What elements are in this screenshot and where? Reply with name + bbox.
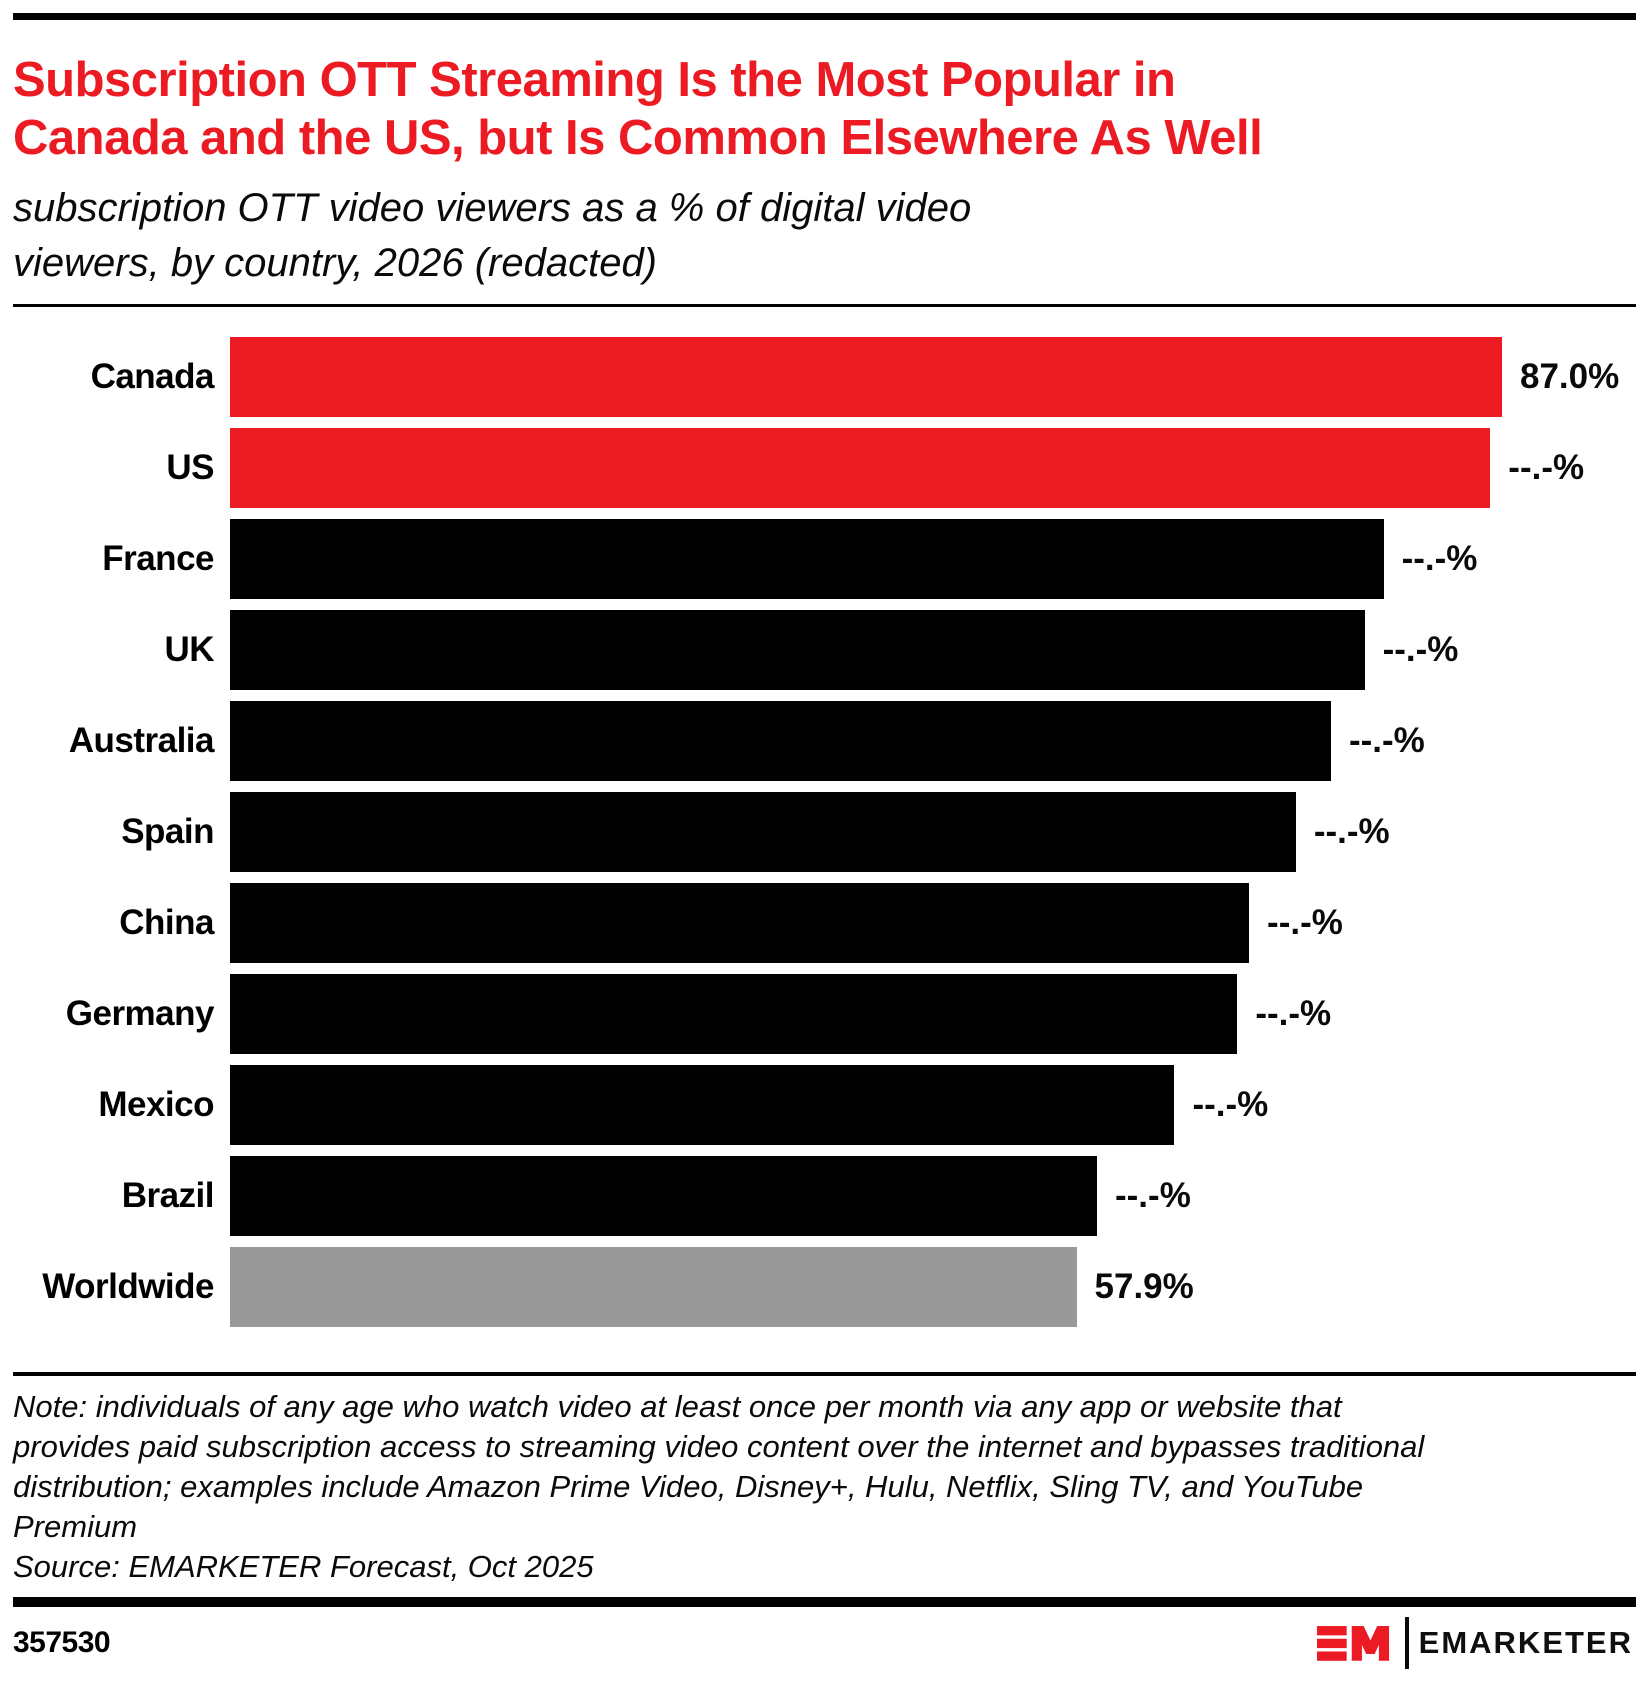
category-label: US	[166, 448, 214, 487]
page-footer: 357530 EMARKETER	[13, 1617, 1633, 1669]
page-subtitle: subscription OTT video viewers as a % of…	[13, 181, 1633, 291]
logo-divider	[1404, 1617, 1409, 1669]
text-line: Note: individuals of any age who watch v…	[13, 1389, 1342, 1424]
bar-rows: Canada 87.0% US --.-% France --.-% UK --.-% Aust…	[13, 337, 1646, 1327]
chart-note: Note: individuals of any age who watch v…	[13, 1387, 1633, 1547]
category-label: Mexico	[98, 1085, 214, 1124]
value-label: --.-%	[1508, 448, 1585, 487]
bar	[230, 701, 1331, 781]
bar-row: Worldwide 57.9%	[13, 1247, 1646, 1327]
bar-row: France --.-%	[13, 519, 1646, 599]
value-label: 87.0%	[1520, 357, 1620, 396]
bar-row: Canada 87.0%	[13, 337, 1646, 417]
bar-track: --.-%	[230, 883, 1502, 963]
bar	[230, 519, 1384, 599]
chart-id: 357530	[13, 1626, 111, 1659]
bar-track: --.-%	[230, 519, 1502, 599]
category-label: China	[119, 903, 214, 942]
bar-row: Germany --.-%	[13, 974, 1646, 1054]
category-label: France	[102, 539, 214, 578]
bottom-rule	[13, 1597, 1636, 1607]
emarketer-wordmark: EMARKETER	[1418, 1625, 1633, 1660]
text-line: viewers, by country, 2026 (redacted)	[13, 241, 658, 285]
bar	[230, 792, 1296, 872]
bar-track: --.-%	[230, 792, 1502, 872]
category-label: Canada	[90, 357, 215, 396]
chart-source: Source: EMARKETER Forecast, Oct 2025	[13, 1549, 594, 1584]
bar-track: --.-%	[230, 610, 1502, 690]
category-label: Brazil	[121, 1176, 215, 1215]
text-line: Canada and the US, but Is Common Elsewhe…	[13, 111, 1263, 165]
bar-row: Mexico --.-%	[13, 1065, 1646, 1145]
bar-row: Brazil --.-%	[13, 1156, 1646, 1236]
value-label: 57.9%	[1094, 1267, 1194, 1306]
top-rule	[13, 13, 1636, 20]
bar	[230, 1065, 1175, 1145]
value-label: --.-%	[1313, 812, 1390, 851]
category-label: Spain	[121, 812, 214, 851]
value-label: --.-%	[1192, 1085, 1269, 1124]
bar-track: 57.9%	[230, 1247, 1502, 1327]
bar-track: 87.0%	[230, 337, 1619, 417]
bar-track: --.-%	[230, 701, 1502, 781]
bar-row: China --.-%	[13, 883, 1646, 963]
text-line: provides paid subscription access to str…	[13, 1429, 1425, 1464]
value-label: --.-%	[1348, 721, 1425, 760]
bar-chart: Canada 87.0% US --.-% France --.-% UK --.-% Aust…	[13, 337, 1646, 1327]
category-label: Worldwide	[42, 1267, 214, 1306]
category-label: UK	[164, 630, 214, 669]
bar-track: --.-%	[230, 1156, 1502, 1236]
bar-track: --.-%	[230, 974, 1502, 1054]
category-label: Australia	[68, 721, 215, 760]
bar-row: UK --.-%	[13, 610, 1646, 690]
note-block: Note: individuals of any age who watch v…	[13, 1387, 1633, 1587]
text-line: distribution; examples include Amazon Pr…	[13, 1469, 1364, 1504]
category-label: Germany	[65, 994, 215, 1033]
bar-track: --.-%	[230, 1065, 1502, 1145]
text-line: subscription OTT video viewers as a % of…	[13, 186, 972, 230]
bar	[230, 610, 1365, 690]
text-line: Subscription OTT Streaming Is the Most P…	[13, 53, 1176, 107]
value-label: --.-%	[1382, 630, 1459, 669]
text-line: Premium	[13, 1509, 138, 1544]
value-label: --.-%	[1401, 539, 1478, 578]
note-divider	[13, 1372, 1636, 1376]
bar-row: US --.-%	[13, 428, 1646, 508]
bar	[230, 974, 1238, 1054]
bar	[230, 1247, 1077, 1327]
emarketer-logo: EMARKETER	[1316, 1617, 1633, 1669]
bar-row: Spain --.-%	[13, 792, 1646, 872]
emarketer-monogram-icon	[1316, 1626, 1389, 1661]
value-label: --.-%	[1255, 994, 1332, 1033]
bar-row: Australia --.-%	[13, 701, 1646, 781]
value-label: --.-%	[1115, 1176, 1191, 1215]
header-divider	[13, 304, 1636, 307]
bar	[230, 428, 1491, 508]
bar-track: --.-%	[230, 428, 1584, 508]
bar	[230, 337, 1502, 417]
bar	[230, 883, 1250, 963]
value-label: --.-%	[1267, 903, 1343, 942]
page-title: Subscription OTT Streaming Is the Most P…	[13, 51, 1633, 167]
bar	[230, 1156, 1097, 1236]
